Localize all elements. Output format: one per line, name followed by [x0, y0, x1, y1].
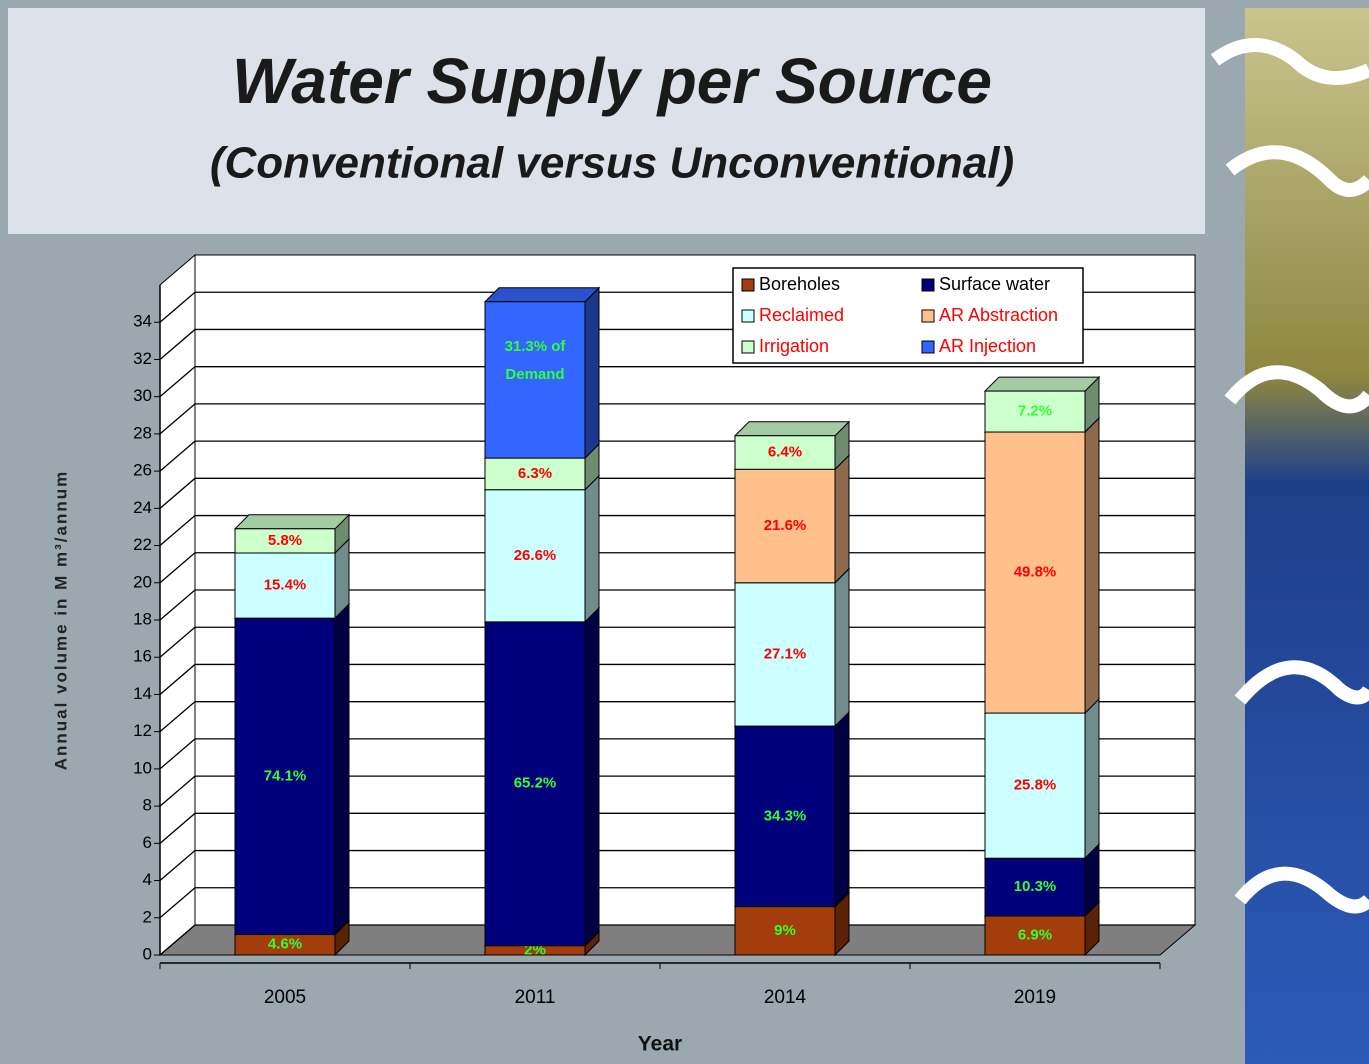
data-label: 65.2% — [514, 775, 557, 792]
y-tick-label: 16 — [133, 647, 152, 666]
legend-label: AR Injection — [939, 336, 1036, 356]
y-tick-label: 2 — [143, 907, 152, 926]
title-panel — [8, 8, 1205, 234]
bar-side — [335, 604, 349, 934]
x-tick-label: 2014 — [764, 987, 807, 1008]
legend-swatch — [922, 310, 934, 322]
slide: Water Supply per Source (Conventional ve… — [0, 0, 1369, 1064]
legend-swatch — [922, 279, 934, 291]
y-tick-label: 24 — [133, 498, 152, 517]
data-label: 5.8% — [268, 532, 302, 549]
bar-top — [735, 422, 849, 436]
bar-side — [835, 712, 849, 907]
data-label: 9% — [774, 922, 796, 939]
x-tick-label: 2019 — [1014, 987, 1056, 1008]
title: Water Supply per Source — [232, 45, 992, 117]
legend-label: AR Abstraction — [939, 305, 1058, 325]
legend-swatch — [922, 341, 934, 353]
legend-swatch — [742, 279, 754, 291]
bar-top — [985, 377, 1099, 391]
x-tick-label: 2005 — [264, 987, 306, 1008]
y-tick-label: 22 — [133, 535, 152, 554]
y-tick-label: 34 — [133, 312, 152, 331]
bar-top — [235, 515, 349, 529]
data-label: 49.8% — [1014, 564, 1057, 581]
legend-label: Irrigation — [759, 336, 829, 356]
bar-side — [585, 476, 599, 622]
y-axis-title: Annual volume in M m³/annum — [51, 470, 70, 771]
y-tick-label: 18 — [133, 609, 152, 628]
data-label: 25.8% — [1014, 777, 1057, 794]
data-label: 6.3% — [518, 465, 552, 482]
subtitle: (Conventional versus Unconventional) — [210, 139, 1014, 188]
y-tick-label: 0 — [143, 944, 152, 963]
legend-label: Reclaimed — [759, 305, 844, 325]
data-label: 7.2% — [1018, 403, 1052, 420]
data-label: 6.9% — [1018, 926, 1052, 943]
y-tick-label: 28 — [133, 423, 152, 442]
data-label: 15.4% — [264, 577, 307, 594]
data-label: 4.6% — [268, 936, 302, 953]
legend-swatch — [742, 341, 754, 353]
legend-label: Surface water — [939, 274, 1050, 294]
data-label: 6.4% — [768, 443, 802, 460]
data-label: 10.3% — [1014, 878, 1057, 895]
y-tick-label: 20 — [133, 572, 152, 591]
y-tick-label: 4 — [143, 870, 152, 889]
y-tick-label: 14 — [133, 684, 152, 703]
plot: 024681012141618202224262830323420054.6%7… — [133, 255, 1195, 1008]
y-tick-label: 30 — [133, 386, 152, 405]
data-label: 34.3% — [764, 807, 807, 824]
bar-side — [835, 455, 849, 583]
bar-side — [585, 288, 599, 458]
data-label: 21.6% — [764, 517, 807, 534]
legend-swatch — [742, 310, 754, 322]
data-label: 74.1% — [264, 767, 307, 784]
data-label: 27.1% — [764, 645, 807, 662]
y-tick-label: 12 — [133, 721, 152, 740]
legend-label: Boreholes — [759, 274, 840, 294]
x-tick-label: 2011 — [515, 987, 556, 1008]
y-tick-label: 26 — [133, 461, 152, 480]
y-tick-label: 6 — [143, 833, 152, 852]
data-label: 26.6% — [514, 547, 557, 564]
x-axis-title: Year — [638, 1033, 682, 1056]
bar-side — [1085, 418, 1099, 713]
bar-top — [485, 288, 599, 302]
bar-side — [585, 608, 599, 946]
bar-side — [1085, 699, 1099, 858]
y-tick-label: 32 — [133, 349, 152, 368]
y-tick-label: 8 — [143, 796, 152, 815]
bar-side — [835, 569, 849, 726]
y-tick-label: 10 — [133, 758, 152, 777]
